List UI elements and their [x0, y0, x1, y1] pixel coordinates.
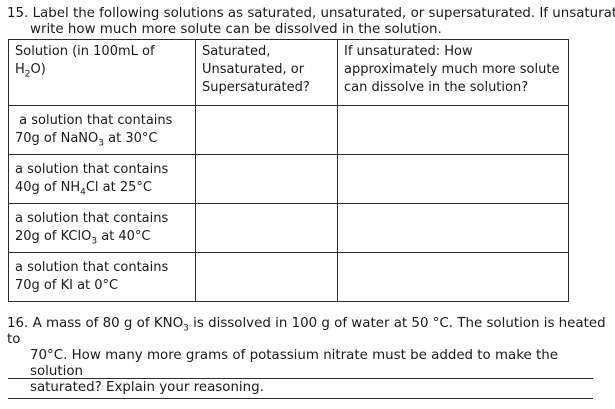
header-saturation: Saturated, Unsaturated, or Supersaturate…: [195, 39, 338, 106]
solution-line2: 70g of KI at 0°C: [15, 277, 189, 295]
question-16-subscript: 3: [183, 323, 189, 334]
header-more-solute-line3: can dissolve in the solution?: [344, 80, 529, 95]
header-solution: Solution (in 100mL of H2O): [8, 39, 196, 106]
header-solution-suffix: O): [30, 62, 46, 77]
header-saturation-line2: Unsaturated, or: [202, 62, 305, 77]
question-15-text: Label the following solutions as saturat…: [32, 6, 615, 21]
question-15-line1: 15. Label the following solutions as sat…: [7, 6, 615, 22]
solution-line1: a solution that contains: [15, 260, 169, 275]
solution-condition: Cl at 25°C: [85, 180, 152, 195]
table-header-row: Solution (in 100mL of H2O) Saturated, Un…: [8, 39, 569, 106]
solution-line1: a solution that contains: [15, 162, 169, 177]
answer-line[interactable]: [8, 378, 593, 379]
question-16-number: 16.: [7, 316, 29, 331]
question-15-number: 15.: [7, 6, 29, 21]
table-row: a solution that contains 70g of KI at 0°…: [8, 252, 569, 302]
saturation-answer-cell[interactable]: [195, 105, 338, 155]
table-row: a solution that contains 20g of KClO3 at…: [8, 203, 569, 253]
solution-line1: a solution that contains: [15, 211, 169, 226]
question-16-line1: 16. A mass of 80 g of KNO3 is dissolved …: [7, 316, 607, 348]
solution-condition: at 40°C: [97, 229, 151, 244]
solution-cell: a solution that contains 20g of KClO3 at…: [8, 203, 196, 253]
solution-line2: 20g of KClO3 at 40°C: [15, 228, 189, 246]
solution-formula: 40g of NH: [15, 180, 81, 195]
header-more-solute: If unsaturated: How approximately much m…: [337, 39, 569, 106]
solution-formula: 20g of KClO: [15, 229, 92, 244]
saturation-answer-cell[interactable]: [195, 203, 338, 253]
table-row: a solution that contains 40g of NH4Cl at…: [8, 154, 569, 204]
saturation-answer-cell[interactable]: [195, 252, 338, 302]
solution-line2: 40g of NH4Cl at 25°C: [15, 179, 189, 197]
question-15: 15. Label the following solutions as sat…: [7, 6, 615, 38]
solution-condition: at 30°C: [103, 131, 158, 146]
solution-subscript: 3: [98, 138, 104, 149]
solution-subscript: 4: [80, 187, 86, 198]
header-saturation-line3: Supersaturated?: [202, 80, 310, 95]
solution-cell: a solution that contains 40g of NH4Cl at…: [8, 154, 196, 204]
header-solution-sub: 2: [24, 69, 31, 80]
more-solute-answer-cell[interactable]: [337, 105, 569, 155]
answer-line[interactable]: [8, 398, 593, 399]
solution-formula: 70g of NaNO: [15, 131, 99, 146]
solution-subscript: 3: [91, 236, 98, 247]
table-row: a solution that contains 70g of NaNO3 at…: [8, 105, 569, 155]
more-solute-answer-cell[interactable]: [337, 154, 569, 204]
header-saturation-line1: Saturated,: [202, 44, 271, 59]
solutions-table: Solution (in 100mL of H2O) Saturated, Un…: [8, 39, 569, 302]
question-15-line2: write how much more solute can be dissol…: [30, 22, 442, 37]
question-16: 16. A mass of 80 g of KNO3 is dissolved …: [7, 316, 607, 396]
solution-line1: a solution that contains: [15, 113, 173, 128]
question-16-text-pre: A mass of 80 g of KNO: [32, 316, 184, 331]
solution-cell: a solution that contains 70g of KI at 0°…: [8, 252, 196, 302]
more-solute-answer-cell[interactable]: [337, 252, 569, 302]
header-more-solute-line2: approximately much more solute: [344, 62, 560, 77]
question-16-line2: 70°C. How many more grams of potassium n…: [30, 348, 559, 379]
solution-line2: 70g of NaNO3 at 30°C: [15, 130, 189, 148]
saturation-answer-cell[interactable]: [195, 154, 338, 204]
header-more-solute-line1: If unsaturated: How: [344, 44, 473, 59]
question-16-text-post: is dissolved in 100 g of water at 50 °C.…: [7, 316, 606, 347]
more-solute-answer-cell[interactable]: [337, 203, 569, 253]
solution-cell: a solution that contains 70g of NaNO3 at…: [8, 105, 196, 155]
solution-formula: 70g of KI at 0°C: [15, 278, 119, 293]
header-solution-prefix: Solution (in 100mL of H: [15, 44, 155, 77]
question-16-line3: saturated? Explain your reasoning.: [30, 380, 264, 395]
